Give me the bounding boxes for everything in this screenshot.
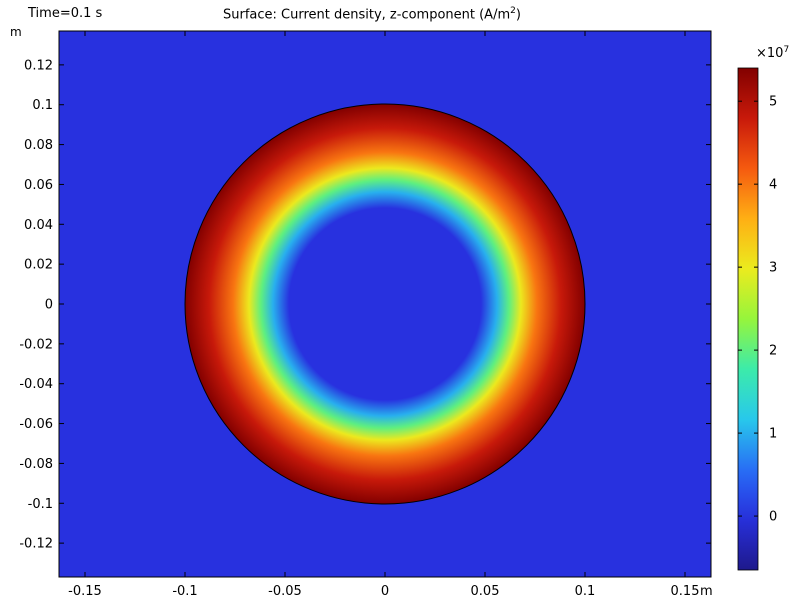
time-label: Time=0.1 s	[28, 6, 103, 21]
conductor-disk	[184, 103, 586, 505]
colorbar-tick-label: 1	[769, 427, 777, 442]
x-tick-label: 0.15	[671, 584, 700, 599]
x-tick-label: 0.1	[575, 584, 596, 599]
colorbar-tick-label: 3	[769, 261, 777, 276]
plot-frame	[58, 30, 712, 578]
colorbar-exponent-power: 7	[783, 45, 789, 55]
y-tick-label: 0.02	[24, 258, 53, 273]
y-axis-unit: m	[10, 25, 22, 39]
y-tick-label: -0.02	[19, 337, 53, 352]
colorbar-tick-label: 0	[769, 510, 777, 525]
colorbar-exponent-base: ×10	[756, 46, 783, 61]
colorbar-ticks: 0 1 2 3 4 5	[738, 95, 777, 525]
x-axis-ticks: -0.15 -0.1 -0.05 0 0.05 0.1 0.15	[68, 31, 699, 599]
colorbar-ramp	[737, 67, 759, 571]
y-tick-label: 0	[45, 298, 53, 313]
x-tick-label: 0	[381, 584, 389, 599]
colorbar-exponent: ×107	[756, 45, 789, 61]
y-tick-label: 0.06	[24, 178, 53, 193]
x-tick-label: -0.05	[268, 584, 302, 599]
y-tick-label: -0.04	[19, 377, 53, 392]
y-tick-label: 0.04	[24, 218, 53, 233]
y-tick-label: 0.08	[24, 138, 53, 153]
x-tick-label: -0.1	[172, 584, 197, 599]
plot-title: Surface: Current density, z-component (A…	[223, 6, 521, 22]
y-axis-ticks: 0.12 0.1 0.08 0.06 0.04 0.02 0 -0.02 -0.04 -0.06 -…	[19, 58, 711, 552]
colorbar-tick-label: 2	[769, 344, 777, 359]
plot-title-superscript: 2	[510, 6, 516, 16]
y-tick-label: -0.1	[28, 497, 53, 512]
x-axis-unit: m	[700, 584, 713, 599]
colorbar-tick-label: 4	[769, 178, 777, 193]
y-tick-label: -0.08	[19, 457, 53, 472]
y-tick-label: -0.12	[19, 537, 53, 552]
y-tick-label: -0.06	[19, 417, 53, 432]
y-tick-label: 0.12	[24, 58, 53, 73]
plot-title-end: )	[515, 7, 521, 23]
colorbar: 0 1 2 3 4 5 ×107	[737, 45, 789, 571]
colorbar-tick-label: 5	[769, 95, 777, 110]
y-tick-label: 0.1	[32, 98, 53, 113]
x-tick-label: 0.05	[471, 584, 500, 599]
x-tick-label: -0.15	[68, 584, 102, 599]
plot-title-text: Surface: Current density, z-component (A…	[223, 7, 511, 23]
